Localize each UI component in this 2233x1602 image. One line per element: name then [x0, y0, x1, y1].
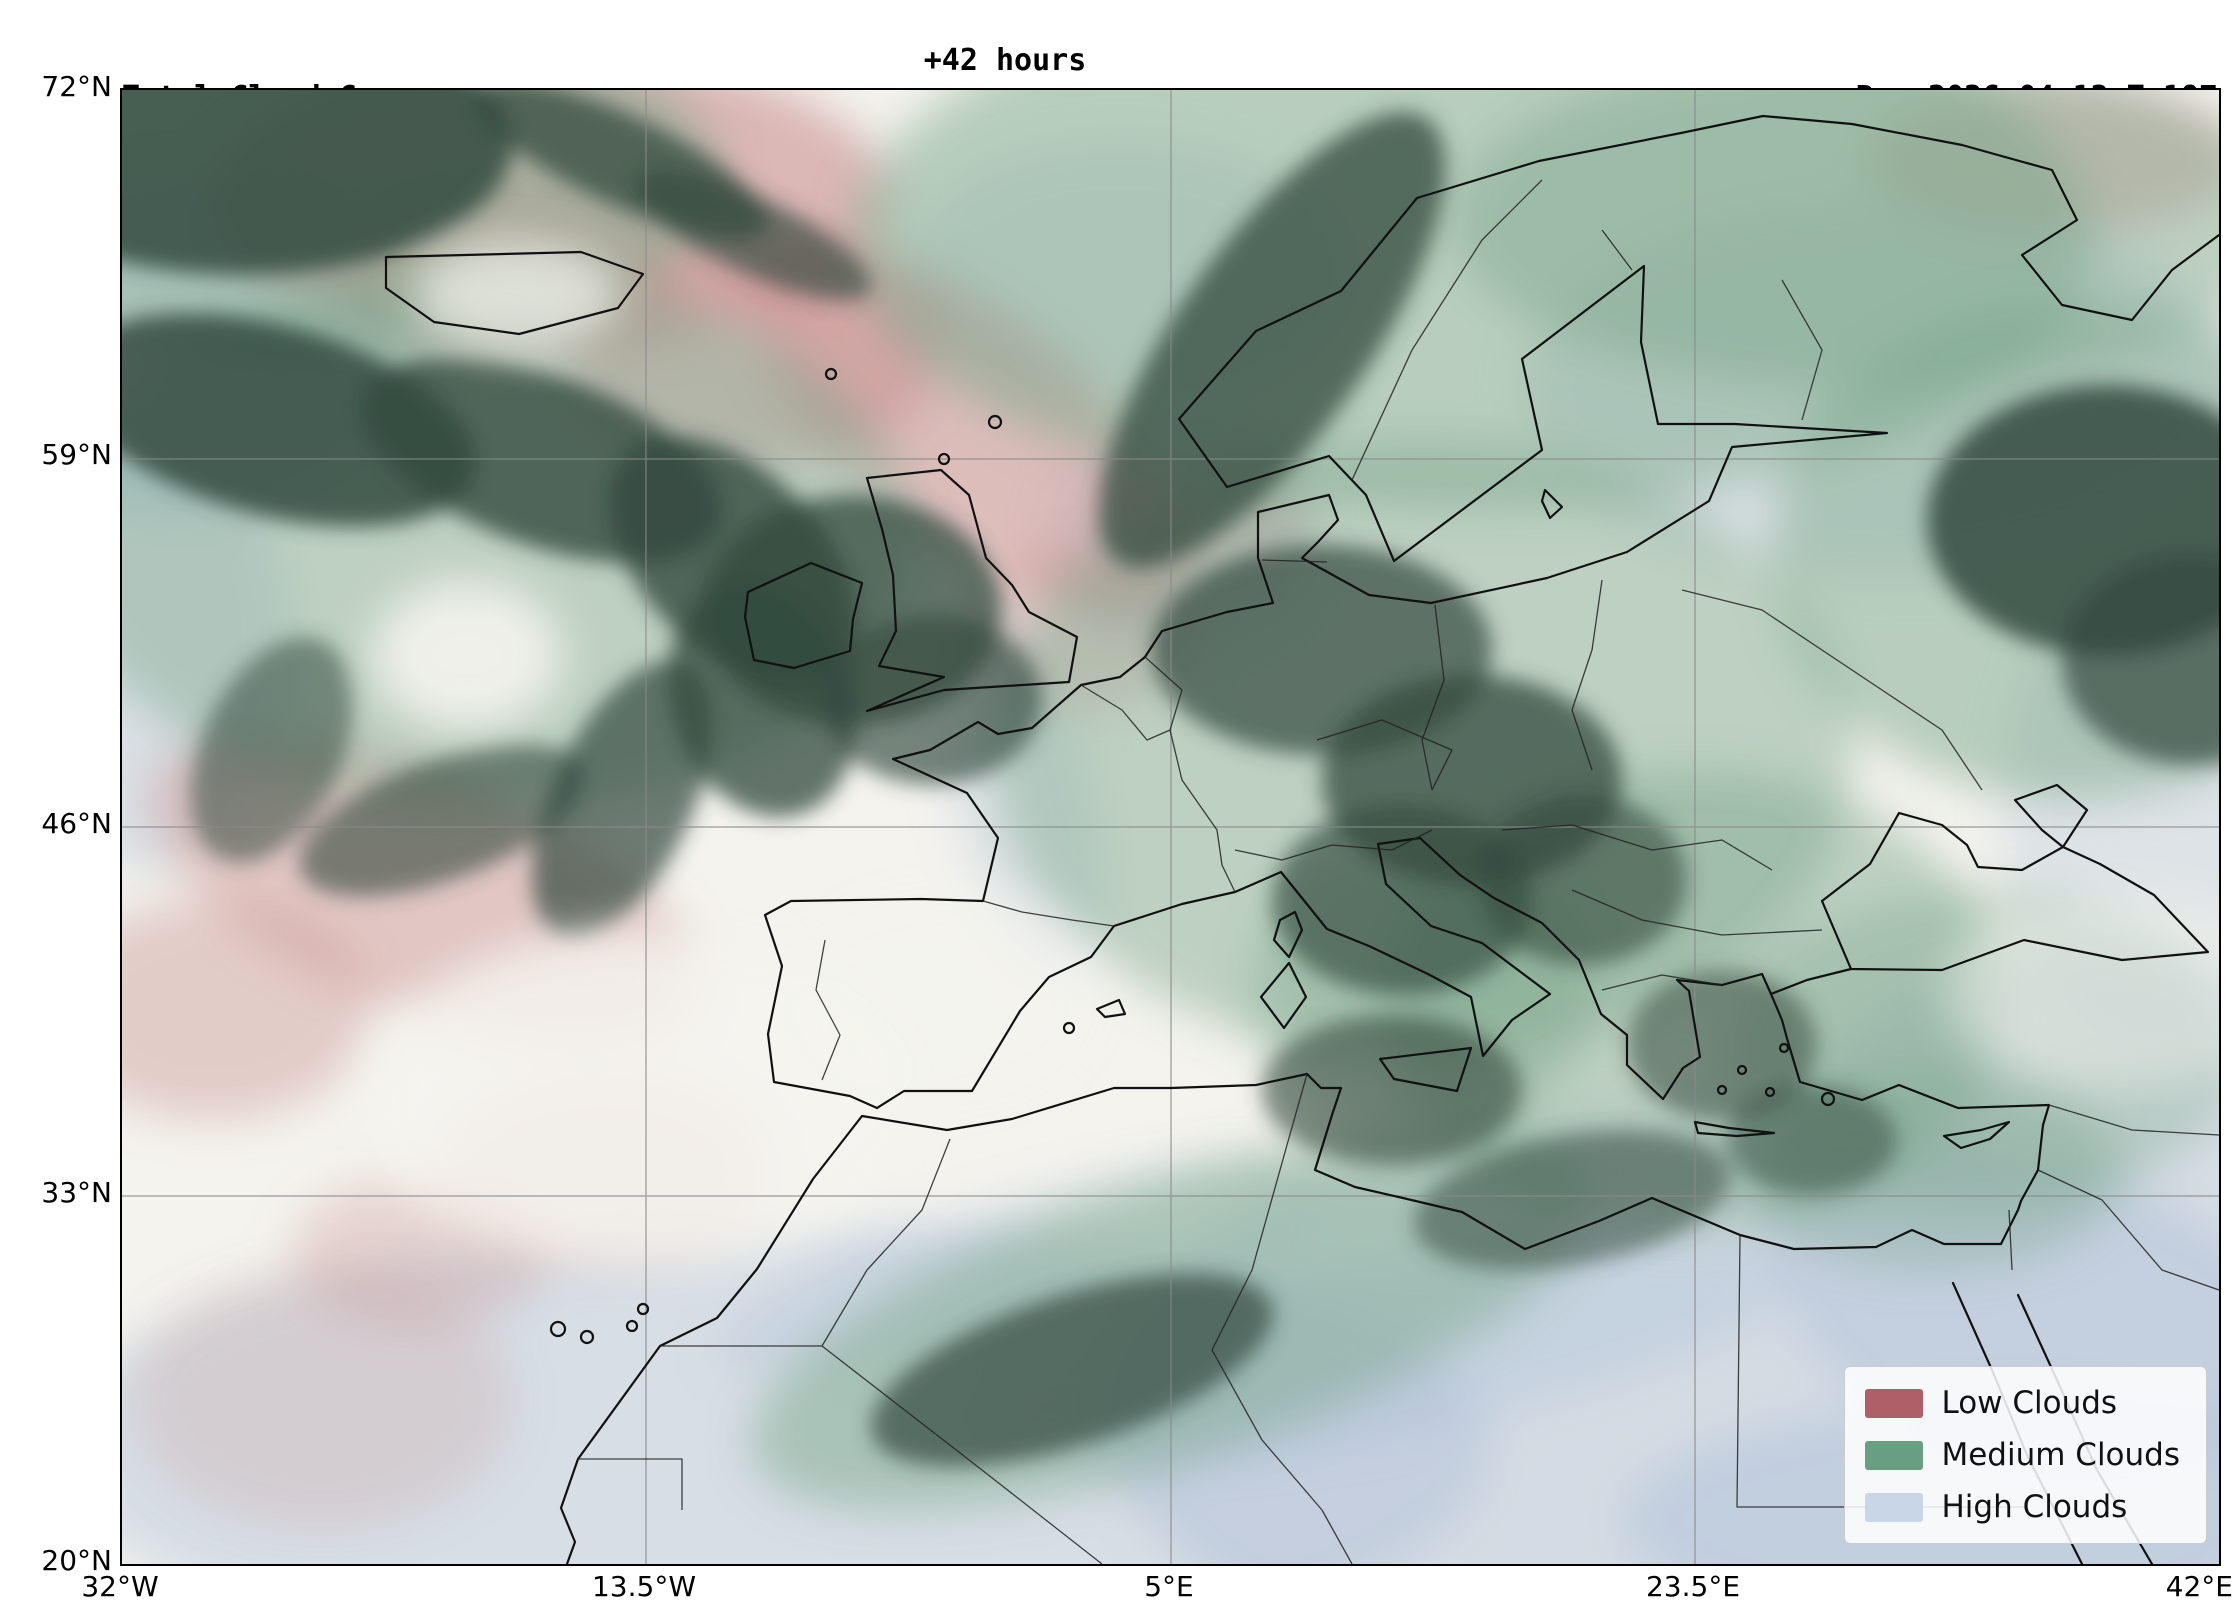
- x-tick-32w: 32°W: [81, 1570, 159, 1602]
- legend-item-medium: Medium Clouds: [1865, 1437, 2180, 1473]
- legend-label: High Clouds: [1941, 1489, 2128, 1525]
- lead-time-label: +42 hours: [923, 43, 1087, 78]
- dense-clouds-layer: [122, 90, 2219, 1467]
- y-tick-59n: 59°N: [41, 438, 112, 471]
- map-canvas: Low Clouds Medium Clouds High Clouds: [120, 88, 2221, 1566]
- x-tick-23-5e: 23.5°E: [1645, 1570, 1741, 1602]
- map-legend: Low Clouds Medium Clouds High Clouds: [1844, 1366, 2207, 1544]
- legend-item-high: High Clouds: [1865, 1489, 2180, 1525]
- legend-label: Medium Clouds: [1941, 1437, 2180, 1473]
- legend-label: Low Clouds: [1941, 1385, 2118, 1421]
- low-clouds-swatch: [1865, 1388, 1924, 1418]
- x-tick-42e: 42°E: [2165, 1570, 2233, 1602]
- cloud-cover-map: [122, 90, 2219, 1564]
- country-borders: [578, 179, 2219, 1564]
- medium-clouds-swatch: [1865, 1440, 1924, 1470]
- x-tick-5e: 5°E: [1144, 1570, 1194, 1602]
- y-tick-46n: 46°N: [41, 807, 112, 840]
- high-clouds-swatch: [1865, 1492, 1924, 1522]
- legend-item-low: Low Clouds: [1865, 1385, 2180, 1421]
- clear-sky-layer: [362, 240, 2219, 1270]
- y-tick-33n: 33°N: [41, 1176, 112, 1209]
- x-tick-13-5w: 13.5°W: [591, 1570, 697, 1602]
- y-tick-20n: 20°N: [41, 1544, 112, 1577]
- coastlines: [384, 114, 2219, 1564]
- graticule: [122, 90, 2219, 1564]
- y-tick-72n: 72°N: [41, 70, 112, 103]
